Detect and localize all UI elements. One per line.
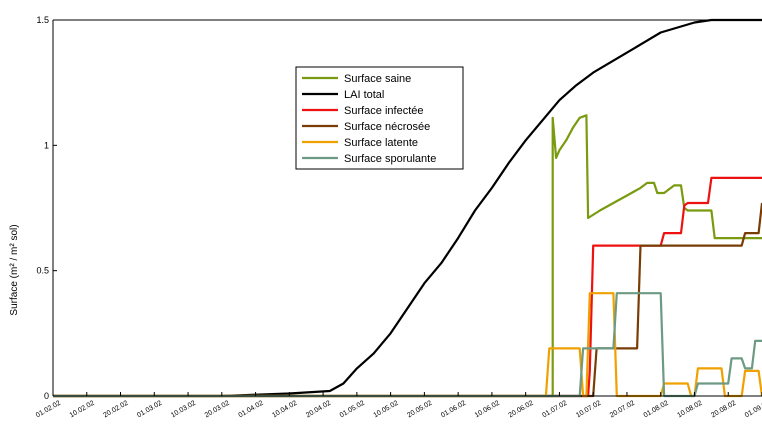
x-tick-label: 20.03.02 <box>204 400 231 420</box>
legend-label: LAI total <box>344 89 384 101</box>
x-tick-label: 01.03.02 <box>136 400 163 420</box>
y-axis-label: Surface (m² / m² sol) <box>9 224 20 315</box>
legend-label: Surface nécrosée <box>344 121 430 133</box>
legend-label: Surface saine <box>344 73 411 85</box>
x-tick-label: 01.02.02 <box>35 400 62 420</box>
plot-area <box>53 18 762 398</box>
legend-box <box>295 66 464 170</box>
y-tick-label: 0 <box>44 391 49 401</box>
x-tick-label: 01.08.02 <box>643 400 670 420</box>
x-tick-label: 20.02.02 <box>102 400 129 420</box>
series-line-surface-necrosee <box>53 202 762 398</box>
x-tick-label: 01.04.02 <box>237 400 264 420</box>
legend: Surface saine LAI total Surface infectée Su… <box>295 66 464 170</box>
x-tick-label: 01.05.02 <box>339 400 366 420</box>
x-tick-label: 20.05.02 <box>406 400 433 420</box>
x-tick-label: 20.04.02 <box>305 400 332 420</box>
x-tick-label: 10.04.02 <box>271 400 298 420</box>
x-tick-label: 10.07.02 <box>575 400 602 420</box>
legend-label: Surface latente <box>344 137 418 149</box>
y-tick-label: 0.5 <box>36 266 49 276</box>
x-tick-label: 01.09.02 <box>744 400 762 420</box>
x-tick-label: 10.08.02 <box>676 400 703 420</box>
x-tick-label: 01.07.02 <box>541 400 568 420</box>
series-line-lai-total <box>53 18 762 398</box>
y-tick-label: 1.5 <box>36 15 49 25</box>
series-line-surface-infectee <box>53 176 762 398</box>
x-tick-label: 20.06.02 <box>508 400 535 420</box>
x-tick-label: 01.06.02 <box>440 400 467 420</box>
legend-label: Surface infectée <box>344 105 424 117</box>
legend-label: Surface sporulante <box>344 153 436 165</box>
x-tick-label: 20.07.02 <box>609 400 636 420</box>
x-tick-label: 10.05.02 <box>373 400 400 420</box>
x-tick-label: 10.02.02 <box>69 400 96 420</box>
x-tick-label: 20.08.02 <box>710 400 737 420</box>
series-line-surface-sporulante <box>53 292 762 398</box>
x-tick-label: 10.03.02 <box>170 400 197 420</box>
y-tick-label: 1 <box>44 140 49 150</box>
x-tick-label: 10.06.02 <box>474 400 501 420</box>
